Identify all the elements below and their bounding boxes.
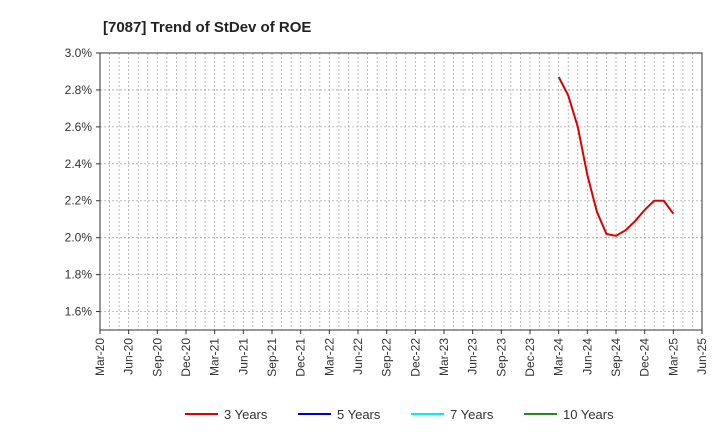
y-tick-label: 2.2% [65, 194, 93, 208]
gridlines [100, 52, 702, 330]
legend-label: 5 Years [337, 407, 381, 422]
y-tick-label: 2.4% [65, 157, 93, 171]
y-tick-label: 3.0% [65, 46, 93, 60]
y-tick-label: 2.6% [65, 120, 93, 134]
x-tick-label: Dec-23 [523, 338, 537, 377]
x-tick-label: Mar-25 [666, 338, 680, 376]
y-tick-label: 1.6% [65, 305, 93, 319]
x-tick-label: Jun-25 [695, 338, 709, 375]
legend-label: 3 Years [224, 407, 268, 422]
y-tick-label: 2.8% [65, 83, 93, 97]
x-tick-label: Mar-20 [93, 338, 107, 376]
x-tick-label: Jun-24 [580, 338, 594, 375]
x-tick-label: Dec-24 [638, 338, 652, 377]
y-tick-label: 2.0% [65, 231, 93, 245]
series-lines [557, 76, 675, 237]
x-tick-label: Jun-23 [466, 338, 480, 375]
x-tick-label: Dec-22 [408, 338, 422, 377]
x-tick-label: Mar-24 [552, 338, 566, 376]
x-tick-label: Dec-20 [179, 338, 193, 377]
legend: 3 Years 5 Years 7 Years 10 Years [185, 407, 614, 422]
x-tick-label: Jun-22 [351, 338, 365, 375]
x-tick-label: Sep-20 [150, 338, 164, 377]
x-tick-label: Sep-23 [494, 338, 508, 377]
x-tick-label: Jun-21 [236, 338, 250, 375]
series-line-3-years [557, 76, 675, 237]
legend-label: 7 Years [450, 407, 494, 422]
y-tick-label: 1.8% [65, 268, 93, 282]
x-tick-label: Sep-22 [380, 338, 394, 377]
x-tick-label: Sep-21 [265, 338, 279, 377]
x-tick-label: Mar-21 [208, 338, 222, 376]
x-tick-label: Sep-24 [609, 338, 623, 377]
x-tick-label: Mar-23 [437, 338, 451, 376]
x-tick-label: Mar-22 [322, 338, 336, 376]
plot-frame [99, 52, 703, 331]
x-axis: Mar-20 Jun-20 Sep-20 Dec-20 Mar-21 Jun-21 Sep-… [93, 330, 709, 377]
x-tick-label: Dec-21 [294, 338, 308, 377]
legend-label: 10 Years [563, 407, 614, 422]
y-axis: 1.6% 1.8% 2.0% 2.2% 2.4% 2.6% 2.8% 3.0% [65, 46, 100, 319]
x-tick-label: Jun-20 [122, 338, 136, 375]
chart-title: [7087] Trend of StDev of ROE [103, 19, 311, 36]
